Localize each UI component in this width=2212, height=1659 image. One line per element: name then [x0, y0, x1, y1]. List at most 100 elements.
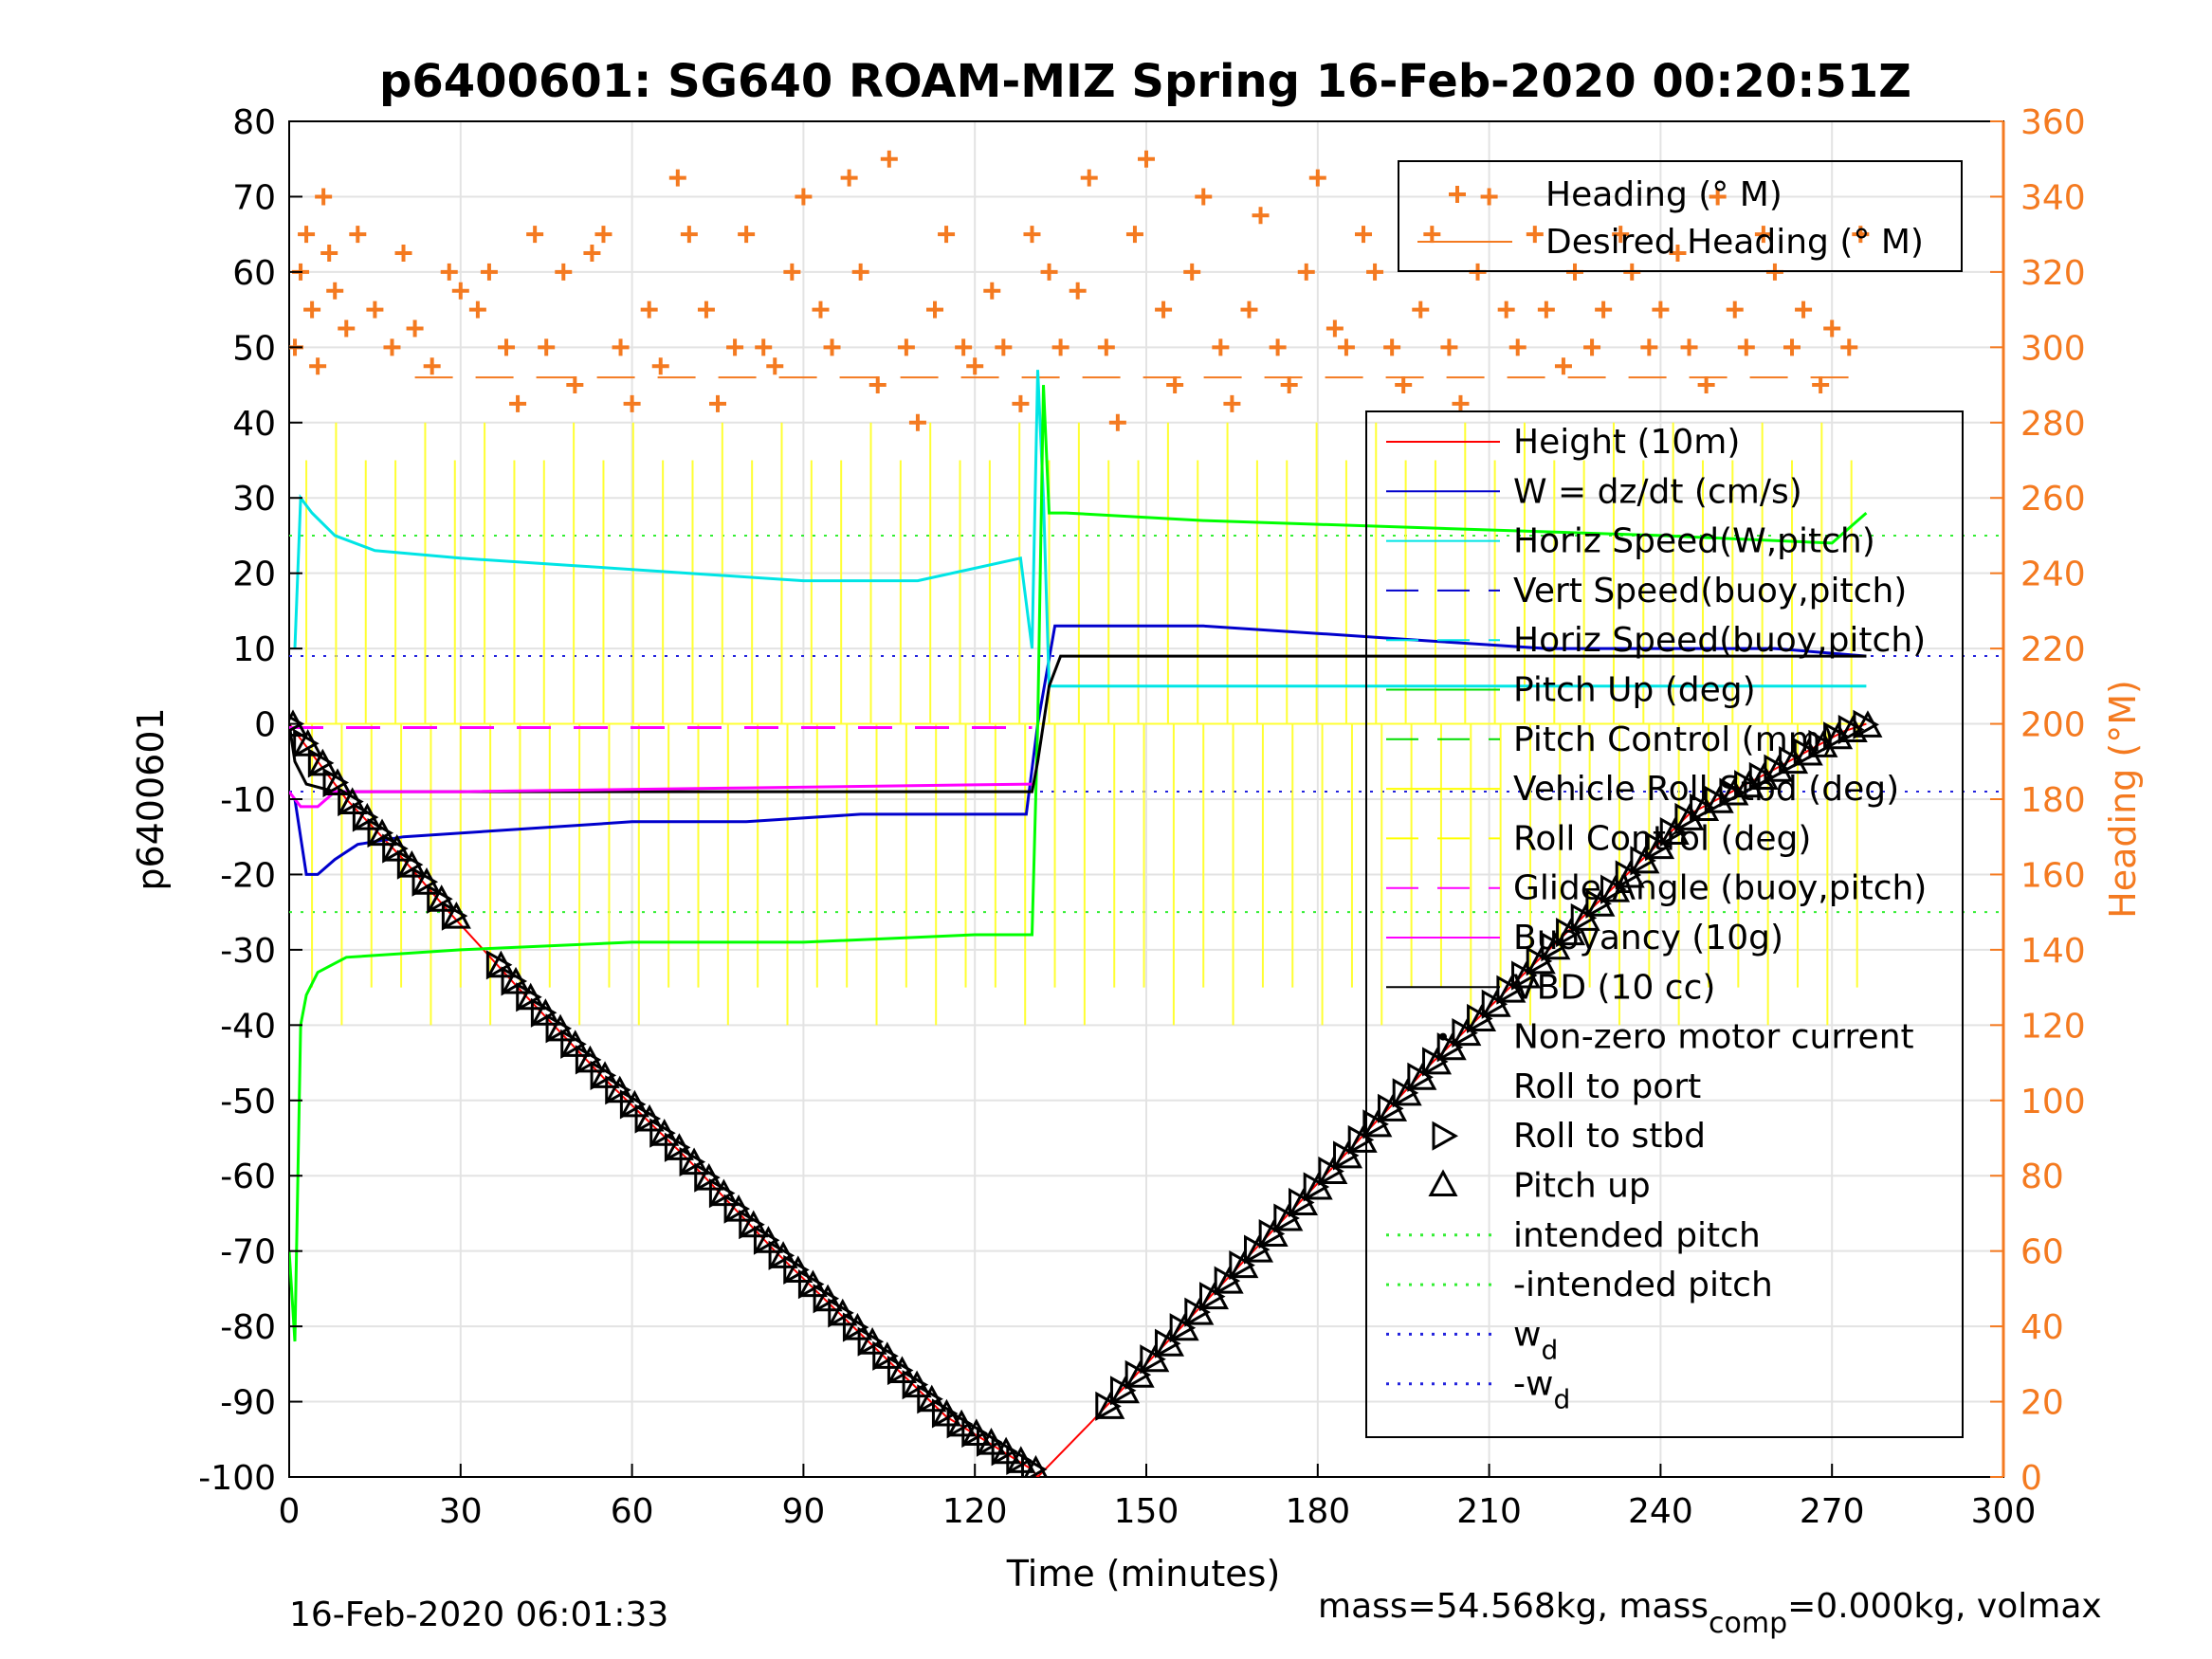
heading-marker [406, 319, 424, 337]
roll-spike [1375, 422, 1383, 1026]
roll-spike [424, 422, 432, 1026]
y-tick-label: -60 [220, 1158, 276, 1196]
roll-spike [1731, 460, 1740, 988]
pitch-up-marker [797, 1269, 828, 1298]
pitch-up-marker [516, 982, 546, 1011]
roll-spike [394, 460, 403, 988]
heading-marker [1783, 338, 1801, 356]
y-right-tick-label: 280 [2020, 405, 2086, 444]
pitch-up-marker [307, 748, 338, 776]
legend-label: intended pitch [1513, 1216, 1761, 1255]
y-tick-label: -40 [220, 1007, 276, 1046]
y-right-tick-label: 20 [2020, 1384, 2064, 1423]
legend-label-main: intended pitch [1513, 1216, 1761, 1255]
pitch-up-marker [708, 1178, 739, 1207]
heading-marker [726, 338, 744, 356]
y-tick-label: 30 [232, 480, 276, 519]
y-right-tick-label: 80 [2020, 1158, 2064, 1196]
heading-marker [1537, 301, 1555, 319]
pitch-up-marker [605, 1075, 635, 1103]
pitch-up-marker [1095, 1392, 1125, 1419]
legend-label-main: VBD (10 cc) [1513, 968, 1715, 1007]
pitch-up-marker [338, 787, 368, 815]
y-right-tick-label: 120 [2020, 1007, 2086, 1046]
roll-spike [1107, 460, 1116, 988]
roll-spike [1820, 422, 1829, 1026]
x-tick-label: 270 [1800, 1492, 1865, 1531]
roll-spike [1286, 460, 1294, 988]
legend-heading-label: Desired Heading (° M) [1545, 223, 1924, 262]
heading-marker [1080, 169, 1098, 187]
heading-marker [480, 263, 498, 281]
roll-spike [1672, 422, 1680, 1026]
pitch-up-marker [441, 901, 471, 929]
heading-marker [1840, 338, 1858, 356]
pitch-up-marker [1615, 860, 1645, 888]
pitch-up-marker [1704, 786, 1734, 813]
heading-scatter-layer [289, 150, 1870, 431]
roll-spike [453, 460, 462, 988]
legend-label: -intended pitch [1513, 1266, 1773, 1304]
heading-marker [349, 226, 367, 244]
footer-timestamp: 16-Feb-2020 06:01:33 [289, 1595, 668, 1634]
pitch-up-marker [1124, 1360, 1155, 1388]
heading-marker [1795, 301, 1813, 319]
heading-marker [738, 226, 756, 244]
legend-label: Pitch Control (mm) [1513, 720, 1835, 759]
heading-marker [1223, 394, 1241, 412]
y-tick-label: 70 [232, 178, 276, 217]
legend-label: Horiz Speed(buoy,pitch) [1513, 621, 1926, 660]
roll-spike [1315, 422, 1324, 1026]
heading-marker [880, 150, 898, 168]
pitch-up-marker [1452, 1018, 1482, 1047]
heading-marker [326, 282, 344, 300]
heading-marker [1097, 338, 1115, 356]
roll-spike [1702, 460, 1709, 988]
legend-label-main: Pitch up [1513, 1167, 1651, 1206]
legend-label: Vehicle Roll Stbd (deg) [1513, 770, 1899, 809]
heading-marker [1697, 376, 1715, 394]
heading-marker [823, 338, 841, 356]
legend-label: VBD (10 cc) [1513, 968, 1715, 1007]
pitch-up-marker [382, 833, 412, 862]
heading-marker [709, 394, 726, 412]
y-right-tick-label: 0 [2020, 1459, 2042, 1498]
roll-spike [542, 460, 551, 988]
pitch-up-marker [679, 1147, 709, 1176]
heading-marker [1812, 376, 1830, 394]
legend-label-main: Vehicle Roll Stbd (deg) [1513, 770, 1899, 809]
heading-marker [498, 338, 516, 356]
roll-spike [1850, 460, 1858, 988]
heading-marker [1308, 169, 1326, 187]
roll-spike [1255, 460, 1264, 988]
y-right-tick-label: 320 [2020, 254, 2086, 293]
heading-marker [1051, 338, 1069, 356]
legend-main-box [1365, 410, 1964, 1438]
x-axis-label: Time (minutes) [1006, 1553, 1281, 1595]
x-tick-label: 240 [1628, 1492, 1693, 1531]
roll-spike [1791, 460, 1800, 988]
series-horiz-speed-w-pitch [293, 370, 1867, 688]
heading-marker [1423, 226, 1441, 244]
heading-marker [1355, 226, 1373, 244]
legend-label: Height (10m) [1513, 423, 1740, 462]
legend-heading: Heading (° M) Desired Heading (° M) [1398, 160, 1963, 272]
pitch-up-marker [1570, 903, 1600, 931]
heading-marker [1125, 226, 1143, 244]
legend-main: Height (10m) W = dz/dt (cm/s) Horiz Speed(… [1365, 410, 1964, 1438]
heading-marker [1269, 338, 1287, 356]
heading-marker [1583, 338, 1601, 356]
heading-marker [812, 301, 830, 319]
heading-marker [1252, 207, 1270, 225]
pitch-up-marker [1378, 1094, 1408, 1121]
pitch-up-marker [1347, 1125, 1378, 1153]
y-tick-label: -70 [220, 1233, 276, 1272]
pitch-up-marker [1023, 1454, 1048, 1477]
heading-marker [440, 263, 458, 281]
pitch-up-marker [1303, 1172, 1333, 1200]
y-right-tick-label: 240 [2020, 556, 2086, 594]
pitch-up-marker [1585, 889, 1616, 917]
pitch-up-marker [1467, 1004, 1497, 1031]
pitch-up-marker [1109, 1376, 1140, 1404]
legend-symbol [1428, 1169, 1458, 1196]
